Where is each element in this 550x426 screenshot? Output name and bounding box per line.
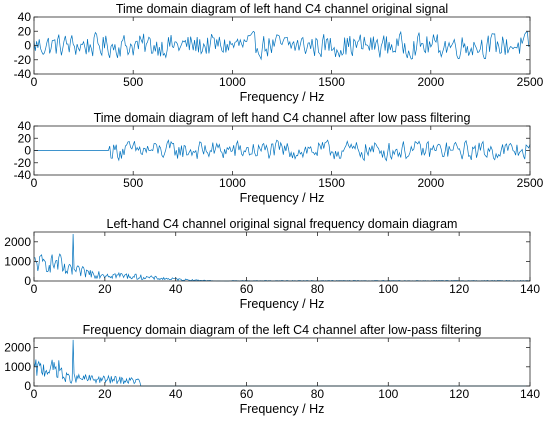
x-tick-label: 2500 bbox=[517, 176, 544, 190]
chart-title: Time domain diagram of left hand C4 chan… bbox=[116, 2, 448, 16]
x-tick-label: 40 bbox=[169, 282, 183, 296]
y-tick-label: 40 bbox=[18, 119, 32, 133]
chart-title: Frequency domain diagram of the left C4 … bbox=[83, 323, 482, 337]
y-tick-label: 1000 bbox=[4, 254, 31, 268]
x-tick-label: 100 bbox=[378, 387, 398, 401]
x-tick-label: 500 bbox=[123, 75, 143, 89]
x-axis-label: Frequency / Hz bbox=[240, 297, 325, 311]
x-tick-label: 0 bbox=[31, 176, 38, 190]
series-line bbox=[33, 30, 531, 61]
axes-box bbox=[33, 231, 531, 282]
chart-title: Left-hand C4 channel original signal fre… bbox=[107, 217, 458, 231]
x-tick-label: 140 bbox=[520, 387, 540, 401]
x-tick-label: 100 bbox=[378, 282, 398, 296]
x-tick-label: 80 bbox=[311, 282, 325, 296]
x-axis-label: Frequency / Hz bbox=[240, 191, 325, 205]
x-tick-label: 0 bbox=[31, 387, 38, 401]
x-tick-label: 40 bbox=[169, 387, 183, 401]
y-tick-label: 2000 bbox=[4, 235, 31, 249]
y-tick-label: 0 bbox=[24, 274, 31, 288]
x-axis-label: Frequency / Hz bbox=[240, 402, 325, 416]
x-tick-label: 120 bbox=[449, 282, 469, 296]
y-tick-label: 20 bbox=[18, 24, 32, 38]
y-tick-label: -20 bbox=[14, 156, 32, 170]
y-tick-label: 0 bbox=[24, 144, 31, 158]
y-tick-label: -40 bbox=[14, 67, 32, 81]
x-tick-label: 1000 bbox=[219, 75, 246, 89]
x-tick-label: 2000 bbox=[417, 75, 444, 89]
x-tick-label: 80 bbox=[311, 387, 325, 401]
y-tick-label: 2000 bbox=[4, 341, 31, 355]
y-tick-label: 1000 bbox=[4, 360, 31, 374]
y-tick-label: 0 bbox=[24, 39, 31, 53]
series-line bbox=[33, 339, 530, 387]
y-tick-label: 20 bbox=[18, 131, 32, 145]
x-tick-label: 140 bbox=[520, 282, 540, 296]
axes-box bbox=[33, 337, 531, 387]
x-tick-label: 1500 bbox=[318, 176, 345, 190]
x-tick-label: 20 bbox=[98, 387, 112, 401]
x-tick-label: 2500 bbox=[517, 75, 544, 89]
series-line bbox=[34, 139, 531, 162]
x-tick-label: 60 bbox=[240, 282, 254, 296]
x-tick-label: 1500 bbox=[318, 75, 345, 89]
x-tick-label: 500 bbox=[123, 176, 143, 190]
y-tick-label: 40 bbox=[18, 10, 32, 24]
x-tick-label: 0 bbox=[31, 282, 38, 296]
x-tick-label: 2000 bbox=[417, 176, 444, 190]
x-tick-label: 20 bbox=[98, 282, 112, 296]
x-axis-label: Frequency / Hz bbox=[240, 90, 325, 104]
x-tick-label: 1000 bbox=[219, 176, 246, 190]
y-tick-label: 0 bbox=[24, 379, 31, 393]
x-tick-label: 0 bbox=[31, 75, 38, 89]
x-tick-label: 120 bbox=[449, 387, 469, 401]
chart-title: Time domain diagram of left hand C4 chan… bbox=[94, 111, 471, 125]
x-tick-label: 60 bbox=[240, 387, 254, 401]
y-tick-label: -40 bbox=[14, 168, 32, 182]
series-line bbox=[33, 233, 531, 282]
y-tick-label: -20 bbox=[14, 53, 32, 67]
